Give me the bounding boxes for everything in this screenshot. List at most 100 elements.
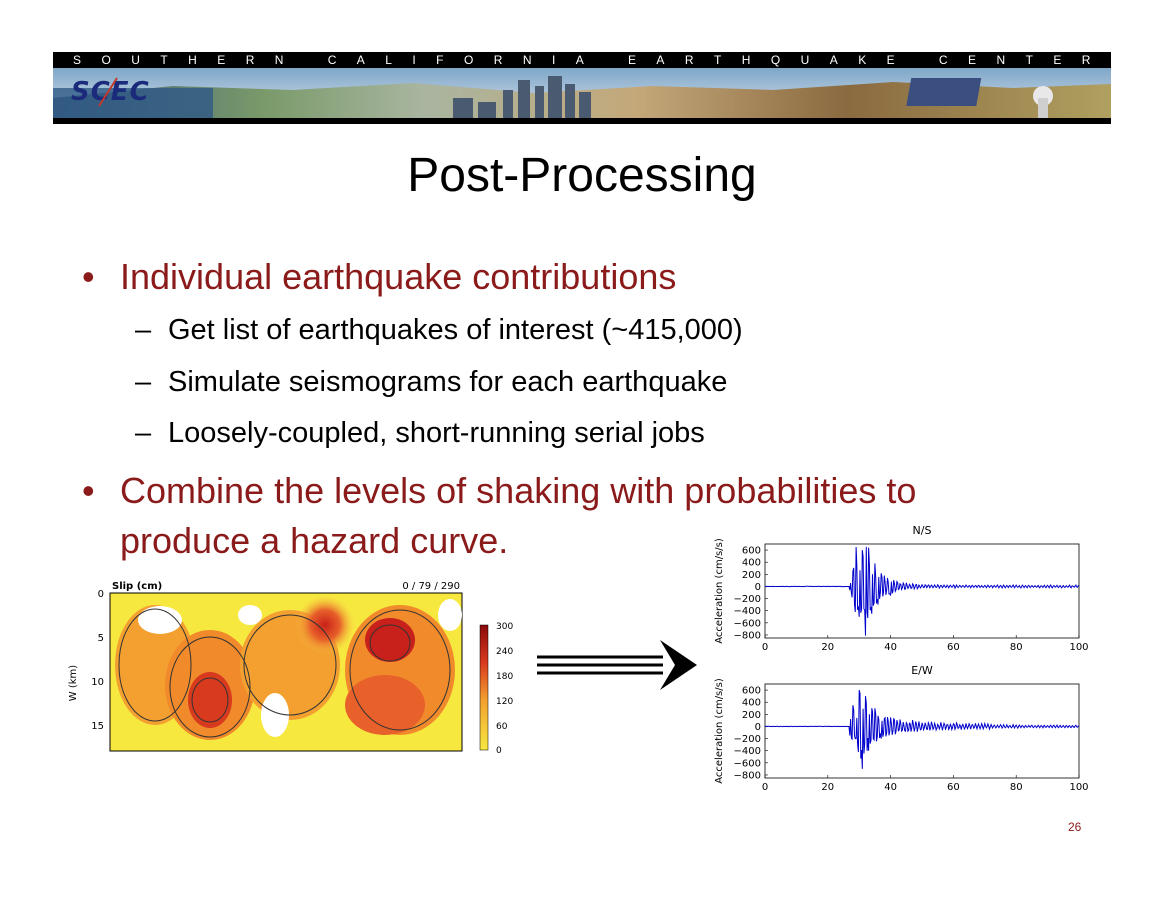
banner-letter: L [385, 53, 392, 67]
y-tick-label: 400 [742, 558, 761, 569]
banner-letter: H [741, 53, 751, 67]
banner-letter [915, 53, 918, 67]
y-tick-label: −600 [734, 618, 761, 629]
y-tick-label: −600 [734, 758, 761, 769]
banner-letter: C [327, 53, 337, 67]
banner-letter: C [938, 53, 948, 67]
banner-letter: T [713, 53, 722, 67]
banner-letter: E [217, 53, 226, 67]
slip-ytick: 0 [98, 589, 104, 600]
slip-ytick: 5 [98, 633, 104, 644]
banner-letter: A [356, 53, 365, 67]
scec-logo: SCEC [69, 72, 179, 119]
banner-letter [304, 53, 307, 67]
sub-bullet-2-text: Simulate seismograms for each earthquake [168, 366, 728, 398]
bullet-dot: • [82, 256, 95, 297]
colorbar-tick: 0 [496, 746, 502, 756]
colorbar-tick: 240 [496, 647, 513, 657]
page-number: 26 [1068, 820, 1082, 834]
y-tick-label: 600 [742, 686, 761, 697]
dash: – [135, 366, 152, 398]
banner-letter: A [575, 53, 584, 67]
banner-letter: N [274, 53, 284, 67]
x-tick-label: 0 [762, 642, 768, 653]
logo-text: SCEC [71, 77, 150, 107]
y-tick-label: 0 [755, 722, 761, 733]
banner-letter: O [463, 53, 474, 67]
waveform-line [765, 546, 1080, 636]
colorbar-tick: 300 [496, 622, 513, 632]
banner-letter: I [412, 53, 416, 67]
banner-letter: E [1053, 53, 1062, 67]
banner-letter: R [493, 53, 503, 67]
plot-frame [764, 683, 1080, 779]
banner-letter: T [160, 53, 168, 67]
y-tick-label: 600 [742, 546, 761, 557]
plot-frame [764, 543, 1080, 639]
bullet-dot: • [82, 470, 95, 511]
x-tick-label: 0 [762, 782, 768, 793]
banner-letter: Q [770, 53, 781, 67]
banner-letter: I [551, 53, 556, 67]
sub-bullet-3-text: Loosely-coupled, short-running serial jo… [168, 417, 705, 449]
y-axis-label: Acceleration (cm/s/s) [714, 678, 725, 784]
banner-letter: F [436, 53, 444, 67]
banner-letter: A [829, 53, 838, 67]
slip-map-corner-label: 0 / 79 / 290 [402, 581, 460, 592]
banner-letter: T [1025, 53, 1033, 67]
sub-bullet-1-text: Get list of earthquakes of interest (~41… [168, 314, 743, 346]
banner-letter [604, 53, 607, 67]
waveform-line [764, 689, 1080, 769]
x-tick-label: 60 [947, 642, 960, 653]
slide-title: Post-Processing [407, 149, 757, 202]
banner-letter: U [800, 53, 810, 67]
y-tick-label: 400 [742, 698, 761, 709]
slip-ytick: 15 [91, 721, 104, 732]
banner-letter: H [188, 53, 197, 67]
slip-patches [115, 595, 462, 740]
chart-title: N/S [913, 524, 932, 537]
slip-ytick: 10 [91, 677, 104, 688]
colorbar-tick: 120 [496, 697, 513, 707]
x-tick-label: 40 [884, 782, 897, 793]
y-tick-label: −400 [734, 606, 761, 617]
bullet-2-text-line1: Combine the levels of shaking with proba… [120, 470, 917, 511]
bullet-1-text: Individual earthquake contributions [120, 256, 677, 297]
x-tick-label: 80 [1010, 782, 1023, 793]
dash: – [135, 314, 152, 346]
y-tick-label: −200 [734, 594, 761, 605]
y-tick-label: 0 [755, 582, 761, 593]
y-tick-label: −800 [734, 630, 761, 641]
banner-photo-collage [53, 68, 1111, 118]
dash: – [135, 417, 152, 449]
banner-letter: K [858, 53, 867, 67]
x-tick-label: 20 [821, 782, 834, 793]
slip-colorbar [479, 624, 489, 751]
banner-letter: S [73, 53, 82, 67]
banner-letter: A [656, 53, 665, 67]
banner-letter: E [627, 53, 636, 67]
banner-letter: R [684, 53, 694, 67]
slip-map-ylabel: W (km) [68, 665, 79, 702]
banner-letter: O [101, 53, 111, 67]
banner-letter: U [131, 53, 140, 67]
slip-map: Slip (cm) 0 / 79 / 290 W (km) 0 5 10 15 … [68, 581, 513, 756]
colorbar-tick: 180 [496, 672, 513, 682]
x-tick-label: 40 [884, 642, 897, 653]
banner-letter: E [886, 53, 895, 67]
y-axis-label: Acceleration (cm/s/s) [714, 538, 725, 644]
y-tick-label: 200 [742, 570, 761, 581]
y-tick-label: −800 [734, 770, 761, 781]
banner-letter: E [968, 53, 977, 67]
header-banner: S O U T H E R N C A L I F O R N I A E A R T H Q U A K E C E N T E R SC… [53, 52, 1111, 124]
slip-map-title: Slip (cm) [112, 581, 162, 592]
x-tick-label: 100 [1069, 782, 1088, 793]
chart-title: E/W [911, 664, 933, 677]
x-tick-label: 60 [947, 782, 960, 793]
banner-letter: R [245, 53, 255, 67]
x-tick-label: 100 [1069, 642, 1088, 653]
x-tick-label: 20 [821, 642, 834, 653]
